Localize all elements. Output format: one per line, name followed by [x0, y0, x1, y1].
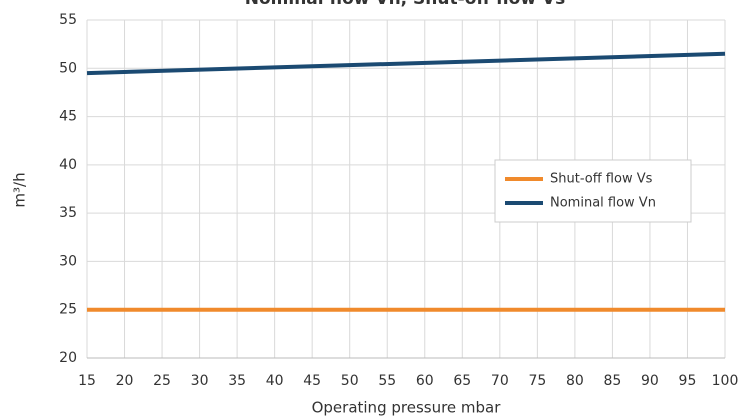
y-tick-label: 40: [59, 157, 77, 173]
x-tick-label: 40: [266, 373, 284, 389]
x-tick-label: 80: [566, 373, 584, 389]
series-line: [86, 51, 726, 76]
x-tick-label: 35: [228, 373, 246, 389]
x-tick-label: 30: [191, 373, 209, 389]
x-axis-label: Operating pressure mbar: [312, 399, 502, 417]
x-tick-label: 85: [603, 373, 621, 389]
legend-box: [494, 159, 692, 223]
y-axis-label: m³/h: [11, 172, 29, 207]
x-tick-label: 65: [453, 373, 471, 389]
y-tick-label: 30: [59, 253, 77, 269]
x-tick-label: 90: [641, 373, 659, 389]
x-tick-label: 100: [712, 373, 739, 389]
y-tick-label: 25: [59, 302, 77, 318]
chart-title: Nominal flow Vn, Shut-off flow Vs: [245, 0, 566, 9]
x-tick-label: 20: [116, 373, 134, 389]
y-tick-label: 20: [59, 350, 77, 366]
lines: [86, 51, 726, 312]
y-tick-label: 35: [59, 205, 77, 221]
legend-label: Shut-off flow Vs: [550, 172, 653, 187]
x-tick-label: 95: [679, 373, 697, 389]
y-tick-label: 45: [59, 109, 77, 125]
x-tick-label: 55: [378, 373, 396, 389]
y-tick-label: 55: [59, 12, 77, 28]
x-tick-label: 15: [78, 373, 96, 389]
x-tick-label: 60: [416, 373, 434, 389]
x-tick-label: 70: [491, 373, 509, 389]
y-tick-label: 50: [59, 60, 77, 76]
x-tick-label: 75: [528, 373, 546, 389]
x-tick-label: 25: [153, 373, 171, 389]
legend: Shut-off flow Vs Nominal flow Vn: [494, 159, 692, 223]
x-tick-label: 45: [303, 373, 321, 389]
legend-label: Nominal flow Vn: [550, 196, 656, 211]
x-tick-label: 50: [341, 373, 359, 389]
